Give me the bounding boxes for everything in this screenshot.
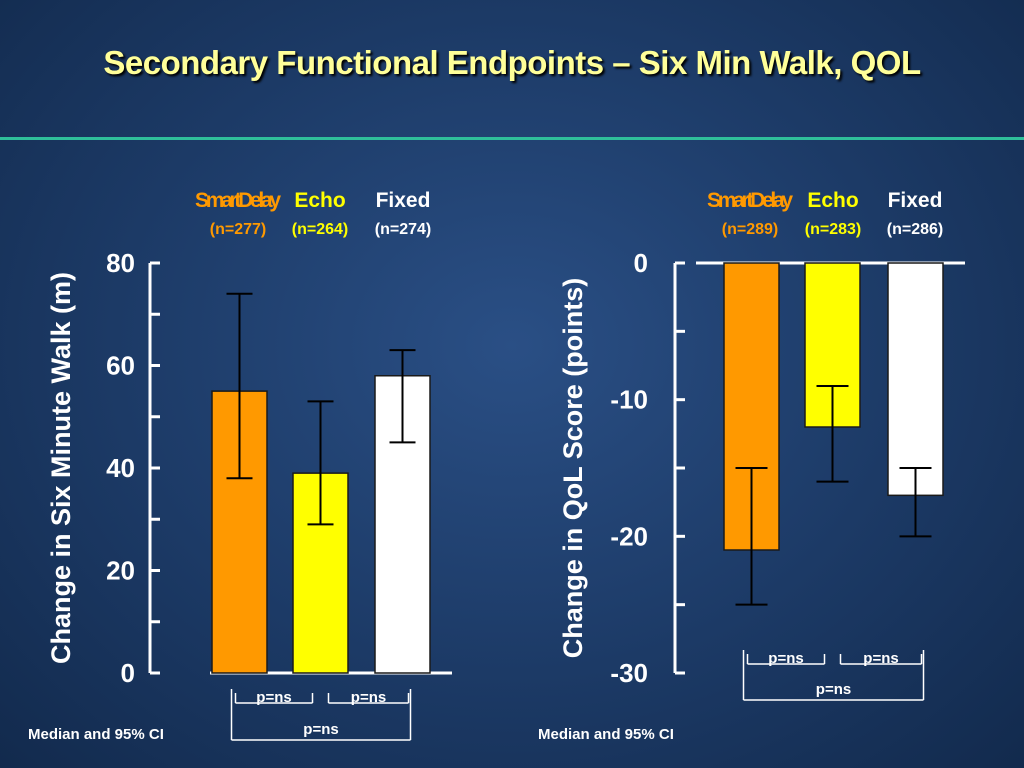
- footnote-left: Median and 95% CI: [28, 726, 164, 743]
- category-label: Echo: [294, 189, 345, 212]
- category-label: Fixed: [376, 189, 431, 212]
- y-tick-label: -20: [610, 521, 648, 551]
- bar-fixed: [887, 262, 944, 497]
- comparison-bracket-1-2: p=ns: [234, 689, 314, 706]
- category-label: Echo: [807, 189, 858, 212]
- p-value-label: p=ns: [863, 650, 898, 667]
- footnote-right: Median and 95% CI: [538, 726, 674, 743]
- y-tick-label: 20: [106, 556, 135, 586]
- p-value-label: p=ns: [303, 721, 338, 738]
- category-n-label: (n=277): [210, 221, 266, 238]
- category-label: SmartDelay: [195, 189, 281, 212]
- comparison-bracket-1-3: p=ns: [742, 650, 925, 701]
- category-n-label: (n=274): [375, 221, 431, 238]
- p-value-label: p=ns: [256, 689, 291, 706]
- y-tick-label: -10: [610, 385, 648, 415]
- category-n-label: (n=283): [805, 221, 861, 238]
- chart-six-minute-walk: 0 20 40 60 80 Change in Six Minute Walk (m) Sm…: [46, 189, 452, 741]
- chart-qol-score: -30 -20 -10 0 Change in QoL Score (points) Sm…: [558, 189, 965, 701]
- y-tick-label: 40: [106, 453, 135, 483]
- y-tick-label: 0: [121, 658, 135, 688]
- y-axis-label: Change in Six Minute Walk (m): [46, 272, 76, 664]
- category-n-label: (n=289): [722, 221, 778, 238]
- y-axis-label: Change in QoL Score (points): [558, 278, 588, 659]
- comparison-bracket-2-3: p=ns: [839, 650, 923, 667]
- category-n-label: (n=286): [887, 221, 943, 238]
- comparison-bracket-1-2: p=ns: [746, 650, 826, 667]
- y-tick-label: 80: [106, 248, 135, 278]
- comparison-bracket-2-3: p=ns: [327, 689, 410, 706]
- p-value-label: p=ns: [816, 681, 851, 698]
- comparison-bracket-1-3: p=ns: [230, 689, 412, 741]
- category-label: Fixed: [888, 189, 943, 212]
- p-value-label: p=ns: [351, 689, 386, 706]
- y-tick-label: 0: [634, 248, 648, 278]
- category-label: SmartDelay: [707, 189, 793, 212]
- y-tick-label: 60: [106, 351, 135, 381]
- p-value-label: p=ns: [768, 650, 803, 667]
- title-divider: [0, 137, 1024, 140]
- category-n-label: (n=264): [292, 221, 348, 238]
- slide-title: Secondary Functional Endpoints – Six Min…: [103, 44, 921, 81]
- y-tick-label: -30: [610, 658, 648, 688]
